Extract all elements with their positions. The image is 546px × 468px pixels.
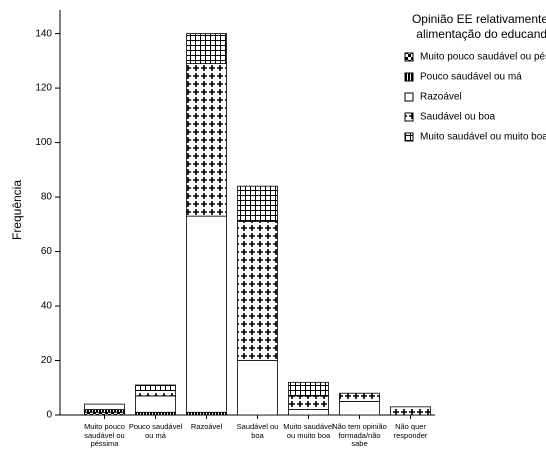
y-axis-label: Frequência [10, 180, 24, 240]
legend-label: Muito saudável ou muito boa [420, 132, 546, 143]
legend-swatch [404, 92, 414, 102]
y-tick-label: 20 [41, 355, 53, 366]
x-tick-label: Saudável ou boa [236, 422, 279, 440]
bar-segment [186, 63, 227, 217]
x-tick-label: Não quer responder [393, 422, 428, 440]
y-tick-label: 120 [35, 83, 52, 94]
legend-label: Saudável ou boa [420, 112, 496, 123]
bar-segment [288, 409, 329, 416]
legend-swatch [404, 72, 414, 82]
legend-swatch [404, 132, 414, 142]
bar-segment [237, 221, 278, 361]
legend-swatch [404, 52, 414, 62]
y-tick-label: 140 [35, 28, 52, 39]
legend-label: Muito pouco saudável ou péssima [420, 52, 546, 63]
bar-segment [135, 390, 176, 397]
bar-segment [390, 406, 431, 416]
bar-segment [288, 381, 329, 397]
y-tick-label: 80 [41, 192, 53, 203]
bar-segment [84, 409, 125, 413]
bar-segment [186, 215, 227, 413]
bar-segment [237, 360, 278, 416]
bar-segment [135, 411, 176, 416]
bar-segment [237, 185, 278, 222]
legend-title: Opinião EE relativamente à alimentação d… [411, 12, 546, 41]
bar-segment [135, 395, 176, 413]
bar-segment [186, 33, 227, 64]
x-tick-label: Não tem opinião formada/não sabe [332, 422, 387, 448]
bar-segment [84, 411, 125, 416]
legend-swatch [404, 112, 414, 122]
y-tick-label: 0 [46, 410, 52, 421]
x-tick-label: Muito saudável ou muito boa [283, 422, 334, 440]
y-tick-label: 60 [41, 246, 53, 257]
x-tick-label: Razoável [190, 422, 223, 431]
bar-segment [135, 384, 176, 391]
y-tick-label: 100 [35, 137, 52, 148]
bar-segment [84, 403, 125, 410]
bar-segment [339, 392, 380, 402]
bar-segment [186, 411, 227, 416]
x-tick-label: Pouco saudável ou má [128, 422, 183, 440]
legend-label: Razoável [420, 92, 462, 103]
x-tick-label: Muito pouco saudável ou péssima [84, 422, 125, 448]
bar-segment [288, 395, 329, 410]
legend-label: Pouco saudável ou má [420, 72, 522, 83]
y-tick-label: 40 [41, 301, 53, 312]
bar-segment [339, 400, 380, 416]
